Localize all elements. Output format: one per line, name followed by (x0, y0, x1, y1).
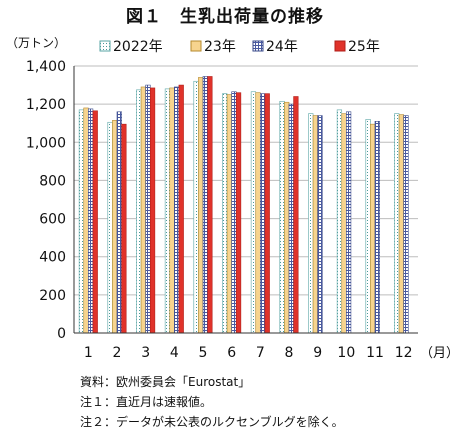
y-tick-label: 0 (57, 326, 66, 342)
gridlines (74, 65, 418, 296)
bar (288, 103, 294, 334)
legend-label: 24年 (266, 39, 298, 55)
y-axis-unit: （万トン） (6, 36, 67, 50)
legend-swatch (99, 40, 111, 52)
bar (145, 84, 151, 334)
bar (374, 121, 380, 334)
bar (365, 119, 371, 334)
bar (202, 76, 208, 334)
bar (107, 121, 113, 334)
bar (398, 114, 404, 334)
bar (116, 111, 122, 334)
bar (121, 123, 127, 334)
y-tick-label: 400 (39, 250, 66, 266)
x-tick-label: 4 (170, 345, 179, 361)
bar (341, 113, 347, 334)
legend: 2022年 23年 24年 25年 (99, 39, 380, 55)
legend-swatch (190, 40, 202, 52)
bar (207, 76, 213, 334)
y-tick-label: 800 (39, 173, 66, 189)
bar (112, 120, 118, 334)
y-tick-label: 200 (39, 288, 66, 304)
x-tick-label: 2 (113, 345, 122, 361)
bar (284, 101, 290, 334)
bar (260, 93, 266, 334)
bar (279, 100, 285, 334)
bar (164, 88, 171, 334)
x-tick-label: 6 (227, 345, 236, 361)
bar (231, 91, 237, 334)
bar (394, 113, 400, 334)
x-tick-label: 8 (285, 345, 294, 361)
note-1: 注１：直近月は速報値。 (80, 395, 213, 409)
bar (169, 87, 175, 334)
x-tick-label: 9 (313, 345, 322, 361)
bar (250, 91, 257, 334)
notes: 資料：欧州委員会「Eurostat」 注１：直近月は速報値。 注２：データが未公… (80, 372, 344, 432)
bar (346, 111, 352, 334)
bars (78, 76, 409, 334)
x-tick-label: 12 (395, 345, 413, 361)
bar (83, 107, 89, 334)
y-tick-label: 1,200 (26, 97, 66, 113)
legend-label: 23年 (204, 39, 236, 55)
x-tick-label: 1 (84, 345, 93, 361)
bar (140, 86, 146, 334)
legend-label: 2022年 (113, 39, 163, 55)
y-tick-label: 1,000 (26, 135, 66, 151)
bar (312, 115, 318, 334)
bar (235, 92, 242, 334)
bar (178, 84, 184, 334)
bar (193, 80, 199, 334)
x-tick-label: 10 (337, 345, 355, 361)
y-tick-label: 1,400 (26, 59, 66, 75)
bar (370, 123, 376, 334)
y-tick-label: 600 (39, 212, 66, 228)
bar (174, 86, 180, 334)
bar (136, 89, 142, 334)
bar (403, 115, 409, 334)
bar (226, 94, 232, 334)
x-axis-unit: （月） (420, 346, 450, 361)
x-tick-label: 11 (366, 345, 384, 361)
note-source: 資料：欧州委員会「Eurostat」 (80, 375, 251, 389)
bar (88, 108, 94, 334)
x-tick-label: 3 (141, 345, 150, 361)
note-2: 注２：データが未公表のルクセンブルグを除く。 (80, 415, 344, 429)
legend-swatch (334, 40, 346, 52)
bar (222, 93, 228, 334)
bar (149, 87, 156, 334)
chart-title: 図１ 生乳出荷量の推移 (126, 7, 324, 27)
bar (308, 113, 314, 334)
bar (78, 109, 85, 334)
legend-label: 25年 (348, 39, 380, 55)
bar (293, 96, 299, 334)
x-tick-label: 7 (256, 345, 265, 361)
legend-swatch (252, 40, 264, 52)
bar (198, 77, 204, 334)
bar (317, 115, 323, 334)
bar (336, 109, 343, 334)
bar (255, 92, 261, 334)
x-tick-label: 5 (199, 345, 208, 361)
bar (264, 93, 270, 334)
bar (92, 110, 98, 334)
